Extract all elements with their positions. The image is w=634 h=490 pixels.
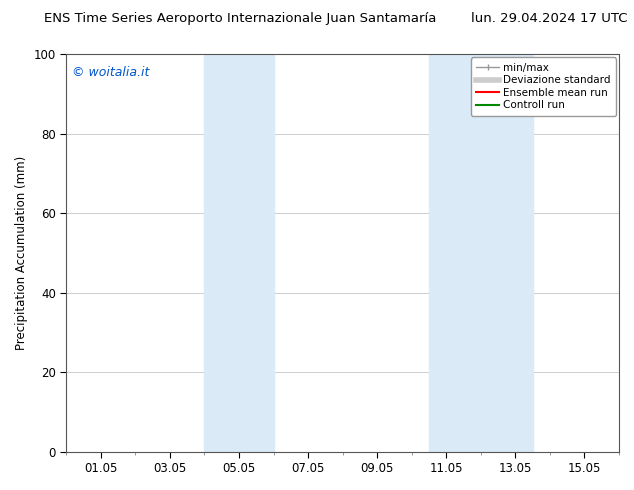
- Text: ENS Time Series Aeroporto Internazionale Juan Santamaría: ENS Time Series Aeroporto Internazionale…: [44, 12, 437, 25]
- Text: © woitalia.it: © woitalia.it: [72, 66, 149, 79]
- Y-axis label: Precipitation Accumulation (mm): Precipitation Accumulation (mm): [15, 156, 28, 350]
- Legend: min/max, Deviazione standard, Ensemble mean run, Controll run: min/max, Deviazione standard, Ensemble m…: [471, 57, 616, 116]
- Bar: [204, 54, 273, 452]
- Bar: [429, 54, 533, 452]
- Text: lun. 29.04.2024 17 UTC: lun. 29.04.2024 17 UTC: [471, 12, 628, 25]
